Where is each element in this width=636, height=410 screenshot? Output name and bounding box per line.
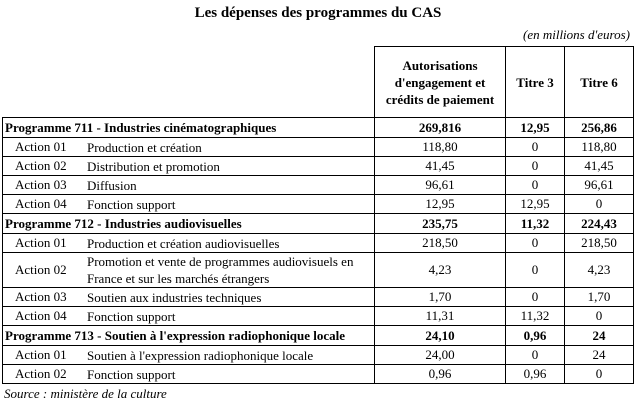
action-cell: Action 02 Distribution et promotion — [2, 156, 375, 176]
value-ae-cp: 1,70 — [374, 287, 506, 307]
action-cell: Action 02 Promotion et vente de programme… — [2, 252, 375, 288]
table-title: Les dépenses des programmes du CAS — [194, 5, 442, 21]
action-id: Action 01 — [15, 139, 67, 155]
value-ae-cp: 41,45 — [374, 156, 506, 176]
action-cell: Action 03 Diffusion — [2, 175, 375, 195]
programme-label: Programme 713 - Soutien à l'expression r… — [2, 325, 375, 346]
action-label: Distribution et promotion — [87, 158, 220, 174]
action-cell: Action 04 Fonction support — [2, 306, 375, 326]
action-row: Action 02 Distribution et promotion 41,45 0… — [2, 156, 634, 176]
value-ae-cp: 218,50 — [374, 233, 506, 253]
action-row: Action 01 Production et création 118,80 0 11… — [2, 137, 634, 157]
value-titre6: 224,43 — [564, 213, 634, 234]
header-row: Autorisations d'engagement et crédits de… — [2, 46, 634, 118]
action-cell: Action 01 Soutien à l'expression radiopho… — [2, 345, 375, 365]
action-cell: Action 02 Fonction support — [2, 364, 375, 384]
source-note: Source : ministère de la culture — [4, 386, 167, 401]
value-ae-cp: 11,31 — [374, 306, 506, 326]
table-wrapper: Autorisations d'engagement et crédits de… — [2, 46, 634, 402]
value-titre6: 256,86 — [564, 117, 634, 138]
action-label: Soutien aux industries techniques — [87, 289, 262, 305]
value-titre6: 0 — [564, 306, 634, 326]
value-titre3: 0 — [505, 233, 565, 253]
value-titre3: 0,96 — [505, 364, 565, 384]
value-titre3: 12,95 — [505, 194, 565, 214]
value-titre3: 0 — [505, 345, 565, 365]
blank-header — [2, 46, 375, 118]
action-row: Action 03 Diffusion 96,61 0 96,61 — [2, 175, 634, 195]
column-header-titre6: Titre 6 — [564, 46, 634, 118]
action-row: Action 02 Fonction support 0,96 0,96 0 — [2, 364, 634, 384]
value-titre3: 0 — [505, 175, 565, 195]
value-titre3: 12,95 — [505, 117, 565, 138]
value-titre3: 11,32 — [505, 306, 565, 326]
programme-label: Programme 711 - Industries cinématograph… — [2, 117, 375, 138]
value-titre6: 24 — [564, 345, 634, 365]
table-body: Programme 711 - Industries cinématograph… — [2, 117, 634, 384]
value-titre6: 0 — [564, 364, 634, 384]
action-label: Fonction support — [87, 308, 176, 324]
programme-row: Programme 712 - Industries audiovisuelle… — [2, 213, 634, 234]
value-titre3: 0,96 — [505, 325, 565, 346]
value-titre6: 218,50 — [564, 233, 634, 253]
value-titre3: 0 — [505, 287, 565, 307]
action-label: Promotion et vente de programmes audiovi… — [87, 254, 354, 286]
action-id: Action 02 — [15, 158, 67, 174]
action-id: Action 01 — [15, 347, 67, 363]
action-id: Action 02 — [15, 262, 67, 277]
value-titre6: 0 — [564, 194, 634, 214]
value-titre6: 24 — [564, 325, 634, 346]
value-titre3: 0 — [505, 137, 565, 157]
action-id: Action 04 — [15, 196, 67, 212]
action-cell: Action 03 Soutien aux industries techniqu… — [2, 287, 375, 307]
value-titre3: 0 — [505, 156, 565, 176]
expenses-table: Autorisations d'engagement et crédits de… — [2, 46, 634, 384]
value-ae-cp: 24,00 — [374, 345, 506, 365]
value-ae-cp: 118,80 — [374, 137, 506, 157]
value-titre3: 11,32 — [505, 213, 565, 234]
action-label: Fonction support — [87, 196, 176, 212]
action-cell: Action 04 Fonction support — [2, 194, 375, 214]
action-row: Action 03 Soutien aux industries techniqu… — [2, 287, 634, 307]
column-header-ae-cp: Autorisations d'engagement et crédits de… — [374, 46, 506, 118]
value-titre6: 4,23 — [564, 252, 634, 288]
value-titre3: 0 — [505, 252, 565, 288]
value-ae-cp: 24,10 — [374, 325, 506, 346]
programme-row: Programme 713 - Soutien à l'expression r… — [2, 325, 634, 346]
action-id: Action 04 — [15, 308, 67, 324]
value-ae-cp: 0,96 — [374, 364, 506, 384]
action-row: Action 04 Fonction support 11,31 11,32 0 — [2, 306, 634, 326]
action-id: Action 01 — [15, 235, 67, 251]
column-header-titre3: Titre 3 — [505, 46, 565, 118]
action-label: Soutien à l'expression radiophonique loc… — [87, 347, 314, 363]
unit-note: (en millions d'euros) — [522, 27, 630, 42]
value-titre6: 96,61 — [564, 175, 634, 195]
programme-row: Programme 711 - Industries cinématograph… — [2, 117, 634, 138]
action-row: Action 04 Fonction support 12,95 12,95 0 — [2, 194, 634, 214]
action-id: Action 02 — [15, 366, 67, 382]
action-label: Production et création audiovisuelles — [87, 235, 280, 251]
action-row: Action 02 Promotion et vente de programme… — [2, 252, 634, 288]
value-ae-cp: 12,95 — [374, 194, 506, 214]
action-label: Fonction support — [87, 366, 176, 382]
action-row: Action 01 Production et création audiovis… — [2, 233, 634, 253]
action-cell: Action 01 Production et création audiovis… — [2, 233, 375, 253]
value-ae-cp: 269,816 — [374, 117, 506, 138]
action-label: Diffusion — [87, 177, 137, 193]
action-row: Action 01 Soutien à l'expression radiopho… — [2, 345, 634, 365]
value-titre6: 41,45 — [564, 156, 634, 176]
programme-label: Programme 712 - Industries audiovisuelle… — [2, 213, 375, 234]
value-titre6: 1,70 — [564, 287, 634, 307]
value-ae-cp: 235,75 — [374, 213, 506, 234]
action-label: Production et création — [87, 139, 202, 155]
action-cell: Action 01 Production et création — [2, 137, 375, 157]
value-titre6: 118,80 — [564, 137, 634, 157]
value-ae-cp: 4,23 — [374, 252, 506, 288]
action-id: Action 03 — [15, 177, 67, 193]
value-ae-cp: 96,61 — [374, 175, 506, 195]
action-id: Action 03 — [15, 289, 67, 305]
